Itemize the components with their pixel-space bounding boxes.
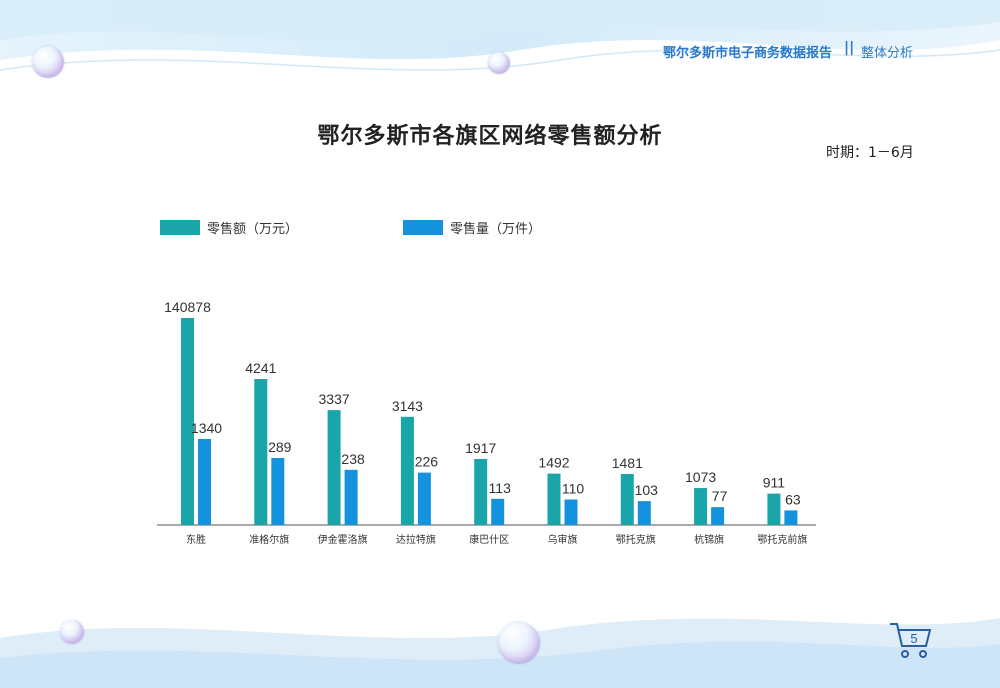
legend-swatch-sales — [160, 220, 200, 235]
bar-sales — [694, 488, 708, 525]
bubble-decoration — [32, 46, 64, 78]
data-label-sales: 3143 — [392, 398, 423, 414]
section-title: 整体分析 — [861, 46, 914, 61]
bar-sales — [474, 459, 488, 525]
bar-sales — [254, 379, 268, 525]
x-tick-label: 康巴什区 — [469, 533, 509, 546]
bar-volume — [564, 499, 578, 525]
header-separator: || — [844, 40, 855, 56]
data-label-sales: 3337 — [319, 391, 350, 407]
period-label: 时期：1－6月 — [826, 145, 914, 161]
legend-item-volume: 零售量（万件） — [403, 218, 541, 237]
data-label-sales: 1073 — [685, 469, 716, 485]
top-wave-decoration — [0, 0, 1000, 71]
x-tick-label: 乌审旗 — [548, 533, 578, 546]
bar-sales — [400, 416, 414, 525]
bar-sales — [620, 474, 634, 525]
data-label-sales: 140878 — [164, 299, 211, 315]
bar-volume — [784, 510, 798, 525]
data-label-volume: 103 — [635, 482, 659, 498]
bar-sales — [181, 318, 194, 525]
legend-label-sales: 零售额（万元） — [207, 222, 299, 237]
bar-volume — [491, 498, 505, 525]
data-label-volume: 1340 — [191, 420, 222, 436]
legend-item-sales: 零售额（万元） — [160, 218, 298, 237]
bubble-decoration — [60, 620, 84, 644]
x-tick-label: 达拉特旗 — [396, 533, 436, 546]
bubble-decoration — [488, 52, 510, 74]
data-label-volume: 77 — [712, 488, 728, 504]
data-label-sales: 1917 — [465, 440, 496, 456]
bar-volume — [271, 458, 285, 525]
legend-label-volume: 零售量（万件） — [450, 222, 542, 237]
bar-volume — [198, 439, 211, 525]
x-tick-label: 杭锦旗 — [694, 533, 724, 546]
bar-volume — [637, 501, 651, 525]
bar-volume — [417, 472, 431, 525]
page-title: 鄂尔多斯市各旗区网络零售额分析 — [317, 123, 663, 149]
data-label-volume: 110 — [562, 480, 585, 496]
bar-volume — [344, 469, 358, 525]
x-tick-label: 准格尔旗 — [249, 533, 289, 546]
data-label-sales: 1492 — [538, 455, 569, 471]
page-number: 5 — [910, 631, 917, 646]
cart-icon: 5 — [890, 623, 932, 658]
x-tick-label: 鄂托克旗 — [616, 533, 656, 546]
bubble-decoration — [498, 622, 540, 664]
data-label-volume: 238 — [341, 451, 365, 467]
bar-volume — [711, 507, 725, 525]
bar-sales — [547, 473, 561, 525]
x-tick-label: 伊金霍洛旗 — [318, 533, 368, 546]
data-label-sales: 1481 — [612, 455, 643, 471]
data-label-sales: 911 — [763, 475, 786, 491]
bar-sales — [327, 410, 341, 525]
data-label-volume: 113 — [489, 480, 512, 496]
legend-swatch-volume — [403, 220, 443, 235]
x-tick-label: 鄂托克前旗 — [757, 533, 807, 546]
data-label-volume: 289 — [268, 439, 292, 455]
x-tick-label: 东胜 — [186, 533, 206, 546]
data-label-volume: 63 — [785, 491, 801, 507]
data-label-sales: 4241 — [245, 360, 276, 376]
bar-sales — [767, 493, 781, 525]
data-label-volume: 226 — [415, 454, 439, 470]
report-title: 鄂尔多斯市电子商务数据报告 — [663, 46, 833, 61]
